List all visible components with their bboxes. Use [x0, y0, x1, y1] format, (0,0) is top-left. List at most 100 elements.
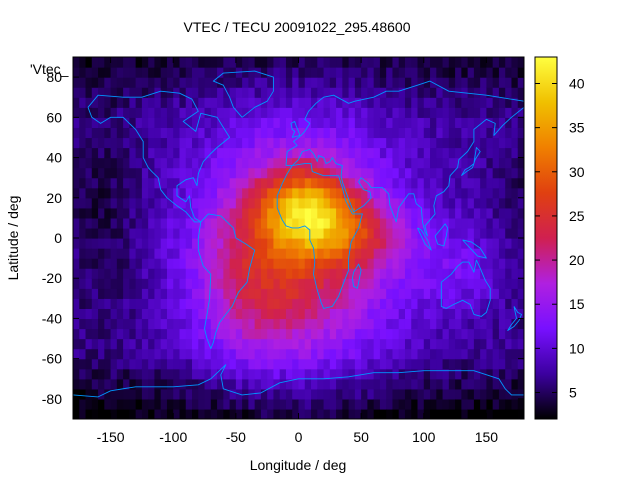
coastline-antarctica [73, 364, 524, 398]
heatmap-cell [423, 268, 431, 279]
heatmap-cell [455, 217, 462, 229]
heatmap-cell [235, 87, 243, 98]
heatmap-cell [229, 87, 237, 98]
heatmap-cell [242, 77, 249, 88]
heatmap-cell [223, 268, 231, 279]
heatmap-cell [361, 358, 368, 370]
heatmap-cell [455, 348, 462, 360]
heatmap-cell [267, 298, 275, 309]
heatmap-cell [361, 378, 368, 390]
heatmap-cell [104, 217, 112, 229]
heatmap-cell [417, 308, 425, 320]
heatmap-cell [304, 157, 312, 169]
heatmap-cell [279, 238, 287, 249]
heatmap-cell [192, 87, 199, 98]
heatmap-cell [298, 137, 306, 149]
heatmap-cell [85, 117, 93, 128]
heatmap-cell [254, 97, 262, 108]
heatmap-cell [467, 127, 475, 139]
heatmap-cell [404, 167, 412, 179]
heatmap-cell [411, 57, 419, 68]
heatmap-cell [73, 368, 80, 380]
heatmap-cell [473, 177, 481, 189]
heatmap-cell [348, 167, 356, 179]
heatmap-cell [342, 288, 350, 299]
heatmap-cell [129, 147, 137, 159]
heatmap-cell [160, 338, 168, 350]
heatmap-cell [329, 207, 337, 219]
heatmap-cell [404, 197, 412, 209]
heatmap-cell [85, 227, 93, 239]
heatmap-cell [192, 137, 199, 149]
heatmap-cell [185, 227, 193, 239]
heatmap-cell [235, 408, 243, 419]
heatmap-cell [304, 97, 312, 108]
heatmap-cell [185, 308, 193, 320]
heatmap-cell [505, 187, 513, 199]
heatmap-cell [185, 378, 193, 390]
heatmap-cell [492, 217, 500, 229]
x-tick-label: -50 [226, 429, 246, 445]
heatmap-cell [498, 398, 506, 410]
heatmap-cell [141, 67, 149, 78]
heatmap-cell [104, 318, 112, 330]
heatmap-cell [192, 127, 199, 139]
heatmap-cell [467, 338, 475, 350]
heatmap-cell [73, 97, 80, 108]
heatmap-cell [398, 288, 406, 299]
heatmap-cell [260, 57, 268, 68]
heatmap-cell [148, 268, 156, 279]
heatmap-cell [248, 398, 256, 410]
heatmap-cell [329, 217, 337, 229]
heatmap-cell [498, 298, 506, 309]
heatmap-cell [367, 167, 375, 179]
heatmap-cell [229, 187, 237, 199]
heatmap-cell [173, 258, 181, 269]
heatmap-cell [436, 77, 444, 88]
heatmap-cell [110, 147, 118, 159]
heatmap-cell [154, 177, 162, 189]
heatmap-cell [285, 57, 293, 68]
heatmap-cell [354, 238, 362, 249]
legend-label: 'Vtec_ [30, 61, 69, 77]
heatmap-cell [336, 368, 343, 380]
heatmap-cell [348, 157, 356, 169]
heatmap-cell [129, 408, 137, 419]
heatmap-cell [354, 408, 362, 419]
heatmap-cell [154, 157, 162, 169]
heatmap-cell [367, 197, 375, 209]
heatmap-cell [79, 227, 87, 239]
heatmap-cell [192, 298, 199, 309]
heatmap-cell [373, 358, 381, 370]
heatmap-cell [367, 308, 375, 320]
heatmap-cell [354, 67, 362, 78]
heatmap-cell [85, 358, 93, 370]
heatmap-cell [455, 398, 462, 410]
heatmap-cell [448, 338, 456, 350]
heatmap-cell [430, 157, 437, 169]
heatmap-cell [73, 388, 80, 400]
heatmap-cell [285, 398, 293, 410]
heatmap-cell [329, 368, 337, 380]
heatmap-cell [505, 147, 513, 159]
heatmap-cell [260, 338, 268, 350]
heatmap-cell [104, 278, 112, 289]
heatmap-cell [455, 358, 462, 370]
heatmap-cell [260, 298, 268, 309]
heatmap-cell [311, 167, 318, 179]
heatmap-cell [498, 248, 506, 259]
heatmap-cell [304, 328, 312, 340]
heatmap-cell [129, 197, 137, 209]
heatmap-cell [417, 87, 425, 98]
heatmap-cell [448, 358, 456, 370]
heatmap-cell [192, 248, 199, 259]
heatmap-cell [123, 127, 130, 139]
heatmap-cell [323, 378, 331, 390]
heatmap-cell [467, 177, 475, 189]
heatmap-cell [336, 278, 343, 289]
x-axis-label: Longitude / deg [250, 457, 347, 473]
heatmap-cell [173, 248, 181, 259]
heatmap-cell [185, 147, 193, 159]
heatmap-cell [505, 258, 513, 269]
heatmap-cell [235, 187, 243, 199]
